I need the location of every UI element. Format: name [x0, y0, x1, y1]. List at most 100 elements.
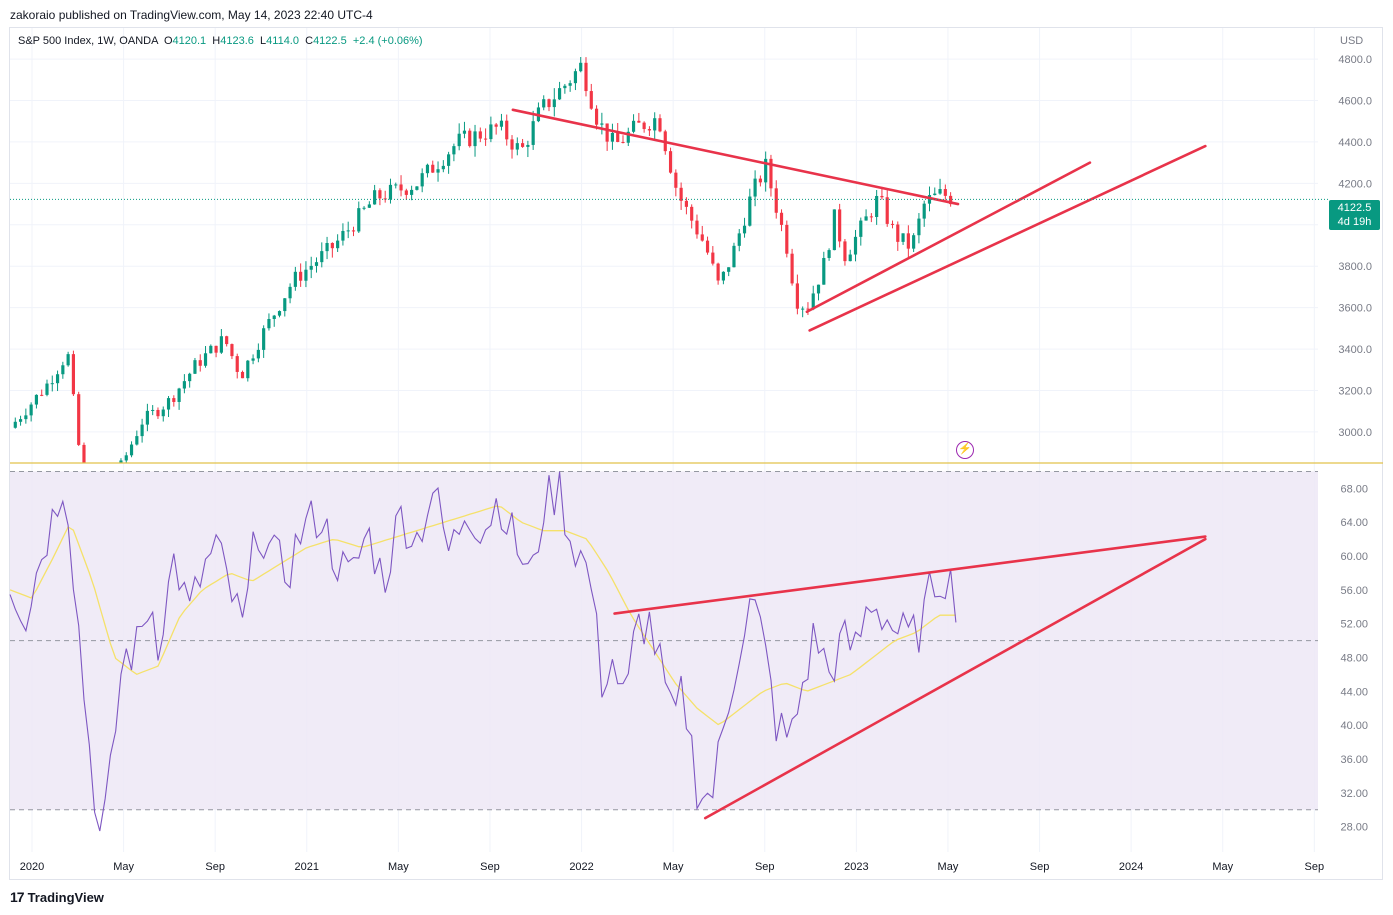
time-tick-label: May	[1212, 861, 1233, 873]
currency-label[interactable]: USD	[1340, 35, 1364, 47]
time-tick-label: 2021	[295, 861, 319, 873]
candle-up	[727, 267, 731, 272]
candle-up	[901, 233, 905, 242]
candle-up	[737, 233, 741, 246]
candle-up	[579, 62, 583, 72]
candle-up	[753, 178, 757, 197]
candle-up	[816, 284, 821, 294]
time-tick-label: May	[388, 861, 409, 873]
tradingview-logo[interactable]: 17 TradingView	[10, 889, 104, 905]
candle-down	[240, 371, 245, 379]
candle-up	[410, 189, 414, 195]
candle-up	[499, 120, 504, 127]
candle-up	[314, 262, 319, 266]
candle-up	[531, 121, 535, 145]
rsi-series	[9, 471, 957, 832]
candle-down	[637, 120, 641, 123]
candle-down	[605, 123, 609, 142]
time-tick-label: 2022	[569, 861, 593, 873]
time-tick-label: Sep	[480, 861, 500, 873]
candle-up	[45, 383, 49, 395]
time-tick-label: 2024	[1119, 861, 1143, 873]
rsi-ma-line	[9, 505, 956, 726]
candle-down	[679, 187, 683, 201]
candle-down	[521, 143, 525, 147]
candle-down	[478, 131, 482, 139]
candle-up	[447, 154, 451, 166]
candle-up	[209, 345, 213, 354]
candle-up	[917, 218, 921, 236]
candle-up	[177, 388, 181, 402]
candle-down	[795, 283, 799, 309]
candle-up	[853, 236, 858, 255]
candle-down	[225, 336, 229, 345]
candle-up	[653, 118, 657, 131]
candle-up	[452, 146, 456, 155]
time-tick-label: Sep	[755, 861, 775, 873]
candle-up	[526, 144, 530, 147]
price-tick-label: 3000.0	[1338, 427, 1372, 439]
rsi-tick-label: 60.00	[1340, 551, 1368, 563]
candle-down	[716, 263, 720, 281]
rsi-resistance-line	[613, 535, 1207, 615]
candle-up	[933, 193, 937, 196]
candle-up	[557, 88, 562, 100]
tradingview-mark-icon: 17	[10, 889, 25, 905]
candle-down	[695, 220, 699, 235]
candle-down	[790, 253, 794, 284]
candle-down	[647, 129, 652, 131]
candle-down	[774, 188, 778, 213]
candle-up	[304, 269, 308, 281]
candle-up	[489, 124, 493, 140]
candle-down	[880, 195, 884, 198]
price-tick-label: 4600.0	[1338, 96, 1372, 108]
flash-icon[interactable]: ⚡	[956, 441, 974, 459]
candlestick-series	[13, 56, 953, 463]
candle-up	[55, 374, 60, 384]
candle-up	[552, 99, 556, 108]
rising-support-outer-line	[808, 144, 1207, 332]
candle-down	[658, 118, 662, 132]
candle-up	[367, 204, 371, 208]
candle-up	[732, 245, 736, 268]
candle-up	[721, 271, 725, 281]
candle-up	[610, 132, 615, 142]
candle-up	[801, 308, 805, 310]
candle-up	[188, 373, 192, 382]
price-tick-label: 3800.0	[1338, 261, 1372, 273]
candle-up	[457, 133, 461, 147]
rsi-tick-label: 48.00	[1340, 653, 1368, 665]
candle-up	[24, 415, 28, 420]
candle-up	[161, 409, 165, 417]
candle-down	[71, 354, 75, 395]
rsi-tick-label: 32.00	[1340, 788, 1368, 800]
candle-down	[505, 120, 509, 140]
symbol-legend[interactable]: S&P 500 Index, 1W, OANDA O4120.1 H4123.6…	[18, 35, 423, 47]
rsi-tick-label: 44.00	[1340, 686, 1368, 698]
candle-down	[700, 234, 704, 241]
legend-change: +2.4 (+0.06%)	[352, 35, 423, 47]
candle-down	[890, 223, 895, 225]
candle-up	[875, 195, 879, 217]
candle-down	[230, 344, 234, 357]
candle-up	[151, 409, 155, 411]
candle-down	[885, 197, 889, 224]
legend-open-value: 4120.1	[172, 35, 207, 47]
candle-down	[494, 124, 498, 127]
price-tick-label: 4400.0	[1338, 137, 1372, 149]
time-tick-label: 2020	[20, 861, 44, 873]
rsi-line	[9, 471, 957, 832]
candle-down	[82, 444, 86, 463]
chart-frame	[9, 27, 1383, 880]
legend-low-value: 4114.0	[266, 35, 299, 47]
candle-down	[214, 345, 218, 353]
candle-up	[203, 353, 208, 366]
candle-up	[394, 184, 398, 186]
legend-symbol: S&P 500 Index, 1W, OANDA	[18, 35, 158, 47]
candle-down	[838, 209, 842, 242]
candle-down	[589, 91, 593, 109]
candle-down	[399, 184, 403, 191]
candle-down	[404, 190, 408, 195]
candle-up	[748, 196, 752, 226]
